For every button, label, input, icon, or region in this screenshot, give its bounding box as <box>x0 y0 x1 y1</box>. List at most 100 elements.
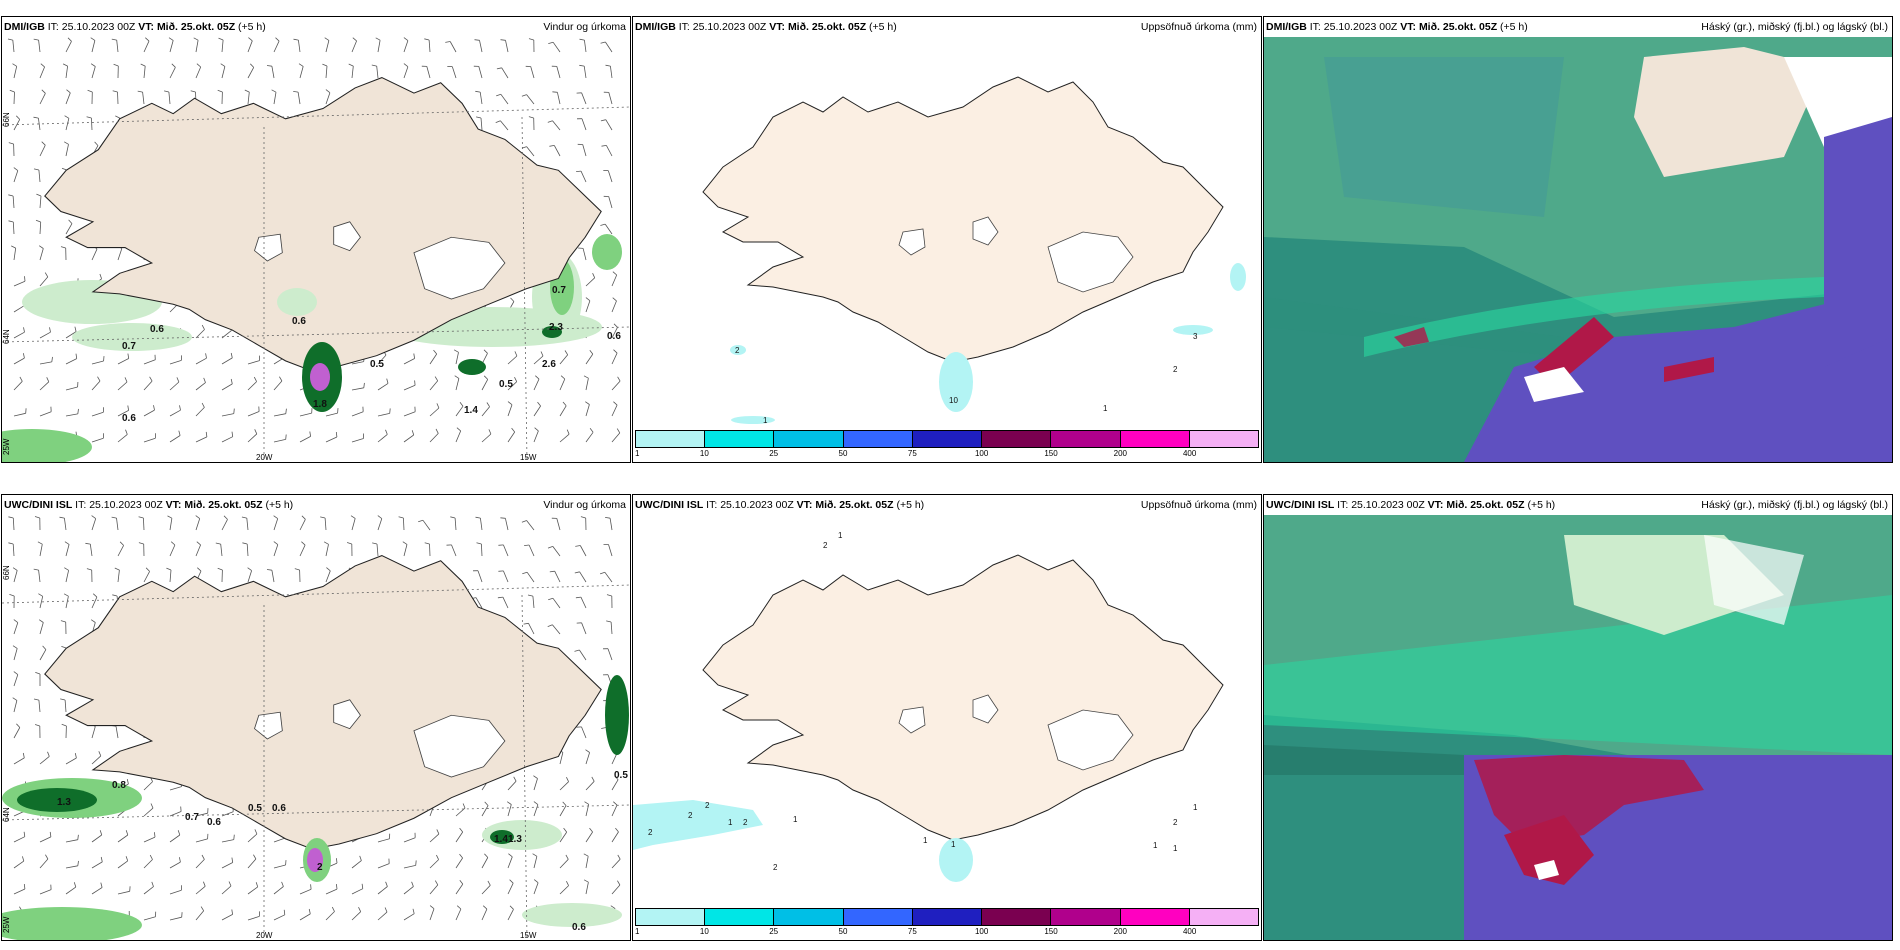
wind-barb-flag <box>33 568 39 571</box>
wind-barb-flag <box>85 542 91 545</box>
wind-barb <box>247 411 260 417</box>
wind-barb <box>325 544 329 557</box>
wind-barb <box>13 570 18 583</box>
svg-text:2: 2 <box>823 541 828 550</box>
wind-barb <box>403 913 415 921</box>
wind-barb <box>39 411 52 417</box>
wind-barb-flag <box>385 429 388 435</box>
wind-barb-flag <box>574 649 580 652</box>
wind-barb-flag <box>309 431 311 437</box>
wind-barb-flag <box>487 880 491 886</box>
wind-barb-flag <box>33 168 39 171</box>
wind-barb <box>611 300 617 313</box>
svg-text:0.6: 0.6 <box>607 331 621 342</box>
wind-barb <box>403 544 408 557</box>
svg-text:0.6: 0.6 <box>292 316 306 327</box>
wind-barb-flag <box>231 909 233 915</box>
wind-barb-flag <box>496 67 502 70</box>
wind-barb <box>581 726 587 739</box>
wind-barb-flag <box>75 353 78 359</box>
wind-barb <box>377 863 390 869</box>
wind-barb <box>169 435 181 443</box>
wind-barb-flag <box>44 272 49 278</box>
wind-barb <box>247 360 260 365</box>
model-name: DMI/IGB <box>1266 21 1307 33</box>
wind-barb <box>13 331 25 339</box>
wind-barb-flag <box>203 881 206 887</box>
wind-barb <box>429 908 435 921</box>
wind-barb <box>143 517 145 531</box>
wind-barb-flag <box>614 775 619 780</box>
colorbar-swatch <box>705 909 775 925</box>
wind-barb <box>325 911 335 921</box>
wind-barb <box>503 544 509 557</box>
wind-barb <box>91 887 103 895</box>
wind-barb <box>117 570 120 583</box>
wind-barb-flag <box>62 63 68 67</box>
wind-barb-flag <box>456 427 461 432</box>
colorbar-tick: 25 <box>769 449 779 458</box>
precip-colorbar: 1 10 25 50 75 100 150 200 400 <box>633 430 1261 460</box>
wind-barb-flag <box>205 353 207 359</box>
wind-barb-flag <box>459 853 463 859</box>
wind-barb <box>479 92 483 105</box>
wind-barb-flag <box>94 141 99 146</box>
wind-barb <box>481 885 491 895</box>
wind-barb-flag <box>488 429 492 435</box>
wind-barb-flag <box>537 401 541 407</box>
wind-barb <box>169 916 182 921</box>
wind-barb <box>13 91 15 105</box>
wind-barb <box>526 520 535 531</box>
wind-barb-flag <box>385 881 388 887</box>
wind-barb-flag <box>205 431 208 437</box>
wind-barb-flag <box>606 594 612 597</box>
wind-barb <box>478 66 483 79</box>
wind-barb <box>429 884 439 895</box>
wind-barb <box>221 357 233 365</box>
wind-barb <box>377 518 383 531</box>
svg-text:1: 1 <box>838 531 843 540</box>
colorbar-swatch <box>982 909 1052 925</box>
wind-barb <box>13 836 25 843</box>
wind-barb-flag <box>575 545 581 547</box>
wind-barb-flag <box>24 276 26 282</box>
wind-barb <box>611 432 621 443</box>
wind-barb-flag <box>87 89 93 93</box>
wind-barb <box>143 409 155 417</box>
wind-barb <box>429 859 439 869</box>
wind-barb-flag <box>414 380 416 386</box>
wind-barb <box>351 411 364 417</box>
wind-barb <box>609 518 613 531</box>
wind-barb <box>13 727 21 739</box>
svg-text:2: 2 <box>688 811 693 820</box>
wind-barb <box>377 383 389 391</box>
wind-barb <box>65 66 68 79</box>
wind-barb-flag <box>36 193 42 197</box>
colorbar-swatch <box>982 431 1052 447</box>
wind-barb-flag <box>600 41 606 44</box>
wind-barb-flag <box>411 881 414 887</box>
wind-barb <box>221 519 228 531</box>
wind-barb <box>351 40 357 53</box>
wind-barb-flag <box>13 619 19 623</box>
wind-barb <box>247 433 258 443</box>
wind-barb <box>12 40 15 53</box>
wind-barb-flag <box>178 430 181 436</box>
wind-barb-flag <box>67 37 72 42</box>
wind-barb-flag <box>429 905 435 910</box>
colorbar-tick: 100 <box>974 449 989 458</box>
wind-barb <box>65 41 72 53</box>
wind-barb <box>500 120 509 131</box>
wind-barb-flag <box>8 142 14 145</box>
wind-barb <box>143 437 156 443</box>
wind-barb-flag <box>228 881 232 887</box>
wind-barb-flag <box>615 827 619 833</box>
wind-barb-flag <box>279 376 283 382</box>
panel-title: Vindur og úrkoma <box>543 499 626 511</box>
wind-barb <box>38 118 41 131</box>
wind-barb <box>585 432 594 443</box>
wind-barb <box>604 572 613 583</box>
wind-barb-flag <box>111 38 117 41</box>
wind-barb <box>65 570 69 583</box>
wind-barb-flag <box>436 829 440 835</box>
